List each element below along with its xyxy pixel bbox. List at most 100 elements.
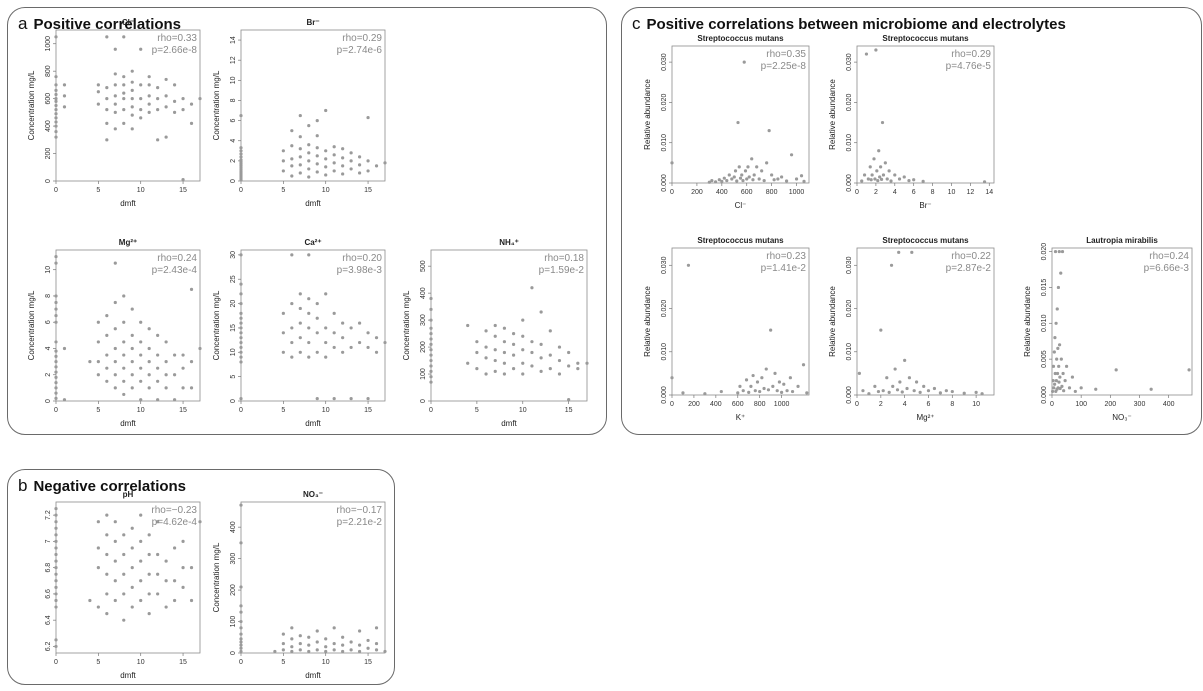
data-point xyxy=(147,83,151,87)
y-tick-label: 0.030 xyxy=(846,53,853,71)
data-point xyxy=(54,99,58,103)
y-tick-label: 6 xyxy=(45,320,52,324)
data-point xyxy=(767,129,771,133)
data-point xyxy=(130,333,134,337)
data-point xyxy=(521,361,525,365)
data-point xyxy=(54,261,58,265)
data-point xyxy=(539,369,543,373)
data-point xyxy=(670,161,674,165)
data-point xyxy=(62,94,67,98)
data-point xyxy=(122,366,126,370)
data-point xyxy=(521,372,525,376)
data-point xyxy=(54,506,58,511)
data-point xyxy=(54,559,58,563)
data-point xyxy=(805,391,809,395)
data-point xyxy=(239,155,243,159)
data-point xyxy=(315,170,319,174)
data-point xyxy=(790,389,795,394)
x-tick-label: 400 xyxy=(710,401,722,408)
data-point xyxy=(720,179,724,183)
data-point xyxy=(54,88,58,92)
data-point xyxy=(122,618,126,622)
data-point xyxy=(290,174,294,178)
data-point xyxy=(895,388,900,392)
data-point xyxy=(366,169,370,173)
data-point xyxy=(281,350,285,354)
data-point xyxy=(548,353,552,357)
data-point xyxy=(530,286,534,290)
data-point xyxy=(164,605,168,609)
data-point xyxy=(113,72,117,76)
data-point xyxy=(1057,249,1061,254)
data-point xyxy=(1055,357,1059,361)
data-point xyxy=(54,124,58,128)
data-point xyxy=(1053,336,1057,340)
x-tick-label: 15 xyxy=(364,187,372,194)
stat-label: rho=0.29 xyxy=(342,33,382,44)
y-tick-label: 0 xyxy=(230,651,237,655)
data-point xyxy=(307,159,311,163)
x-axis-label: NO₃⁻ xyxy=(1112,413,1131,422)
data-point xyxy=(1058,375,1062,379)
y-tick-label: 0.000 xyxy=(846,386,853,404)
data-point xyxy=(139,340,143,344)
data-point xyxy=(147,75,151,79)
data-point xyxy=(324,355,328,359)
data-point xyxy=(383,649,387,654)
data-point xyxy=(315,331,319,335)
x-tick-label: 2 xyxy=(874,189,878,196)
data-point xyxy=(324,165,328,169)
data-point xyxy=(1056,285,1061,290)
plot-frame xyxy=(240,29,386,182)
y-tick-label: 10 xyxy=(230,76,237,84)
data-point xyxy=(113,47,117,51)
data-point xyxy=(181,353,185,357)
data-point xyxy=(105,552,109,557)
data-point xyxy=(567,350,571,355)
data-point xyxy=(703,392,707,396)
data-point xyxy=(298,113,302,118)
data-point xyxy=(1064,364,1069,368)
data-point xyxy=(341,147,345,151)
data-point xyxy=(746,165,750,169)
scatter-no3: NO₃⁻ 0 5 10 15 0 100 200 300 400 dmft Concentration… xyxy=(212,490,387,680)
data-point xyxy=(164,77,168,82)
data-point xyxy=(484,329,488,333)
stat-label: rho=0.24 xyxy=(1149,251,1189,262)
data-point xyxy=(239,149,243,153)
data-point xyxy=(139,513,143,517)
y-tick-label: 14 xyxy=(230,36,237,44)
data-point xyxy=(96,566,100,570)
data-point xyxy=(54,92,58,97)
data-point xyxy=(122,91,126,95)
data-point xyxy=(62,83,67,87)
data-point xyxy=(147,94,151,98)
data-point xyxy=(1054,321,1058,325)
stat-label: rho=−0.17 xyxy=(336,505,382,516)
data-point xyxy=(105,353,109,357)
data-point xyxy=(722,176,726,180)
plot-title: Streptococcus mutans xyxy=(697,236,784,245)
data-point xyxy=(315,134,319,138)
data-point xyxy=(147,373,151,377)
data-point xyxy=(860,179,864,183)
y-tick-label: 0.015 xyxy=(1041,279,1048,297)
stat-label: rho=0.18 xyxy=(544,253,584,264)
y-tick-label: 0.000 xyxy=(661,386,668,404)
data-point xyxy=(324,157,328,161)
data-point xyxy=(366,646,370,650)
x-tick-label: 5 xyxy=(281,659,285,666)
data-point xyxy=(239,646,243,650)
data-point xyxy=(147,360,151,364)
data-point xyxy=(762,178,766,183)
stat-label: rho=0.33 xyxy=(157,33,197,44)
data-point xyxy=(156,333,160,337)
y-tick-label: 0.030 xyxy=(661,256,668,274)
data-point xyxy=(511,353,516,357)
data-point xyxy=(1052,350,1056,354)
data-point xyxy=(557,358,562,363)
data-point xyxy=(357,629,362,633)
data-point xyxy=(113,386,117,390)
stat-label: rho=0.23 xyxy=(766,251,806,262)
data-point xyxy=(324,108,328,113)
